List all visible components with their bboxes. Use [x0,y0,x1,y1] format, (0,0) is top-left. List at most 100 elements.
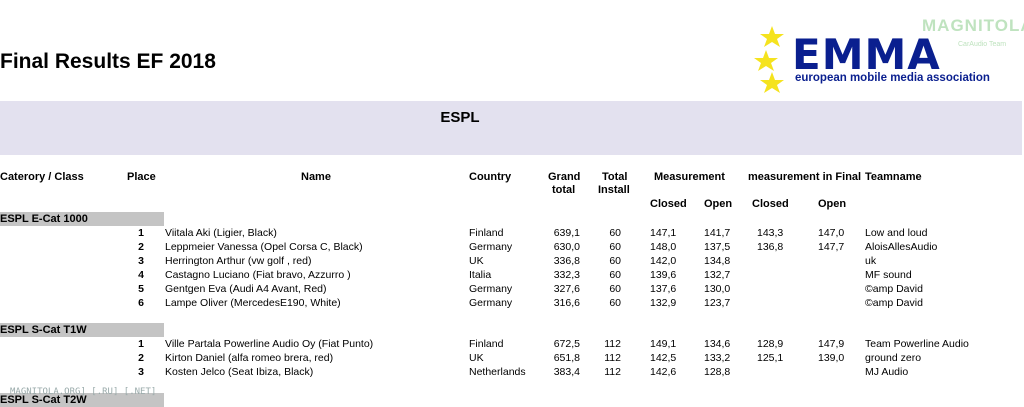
cell-country: Finland [469,338,504,350]
cell-install: 60 [609,297,621,309]
cell-grand-total: 332,3 [553,269,580,281]
cell-place: 1 [138,227,144,239]
cell-final-open: 147,0 [818,227,845,239]
table-row: 4 Castagno Luciano (Fiat bravo, Azzurro … [0,269,1024,283]
cell-place: 2 [138,241,144,253]
cell-final-closed: 143,3 [757,227,784,239]
cell-teamname: MJ Audio [865,366,909,378]
group-label: ESPL S-Cat T1W [0,323,164,337]
cell-install: 112 [604,352,621,364]
cell-name: Kirton Daniel (alfa romeo brera, red) [165,352,334,364]
header-grand-2: total [552,184,576,196]
cell-measure-closed: 142,5 [650,352,677,364]
cell-country: Germany [469,241,513,253]
cell-install: 60 [609,269,621,281]
cell-measure-closed: 142,6 [650,366,677,378]
cell-name: Viitala Aki (Ligier, Black) [165,227,277,239]
cell-place: 3 [138,366,144,378]
cell-country: UK [469,352,484,364]
cell-country: Germany [469,297,513,309]
cell-final-closed: 125,1 [757,352,784,364]
cell-final-open: 139,0 [818,352,845,364]
table-row: 3 Kosten Jelco (Seat Ibiza, Black) Nethe… [0,366,1024,380]
cell-install: 112 [604,338,621,350]
cell-measure-open: 132,7 [704,269,731,281]
stars-icon [754,26,784,93]
watermark-top-sub: CarAudio Team [958,41,1007,48]
cell-name: Castagno Luciano (Fiat bravo, Azzurro ) [165,269,351,281]
cell-measure-open: 123,7 [704,297,731,309]
header-final-closed: Closed [752,198,789,210]
table-row: 2 Leppmeier Vanessa (Opel Corsa C, Black… [0,241,1024,255]
cell-name: Kosten Jelco (Seat Ibiza, Black) [165,366,314,378]
cell-final-closed: 136,8 [757,241,784,253]
cell-measure-open: 128,8 [704,366,731,378]
cell-country: Netherlands [469,366,526,378]
cell-install: 60 [609,255,621,267]
table-row: 6 Lampe Oliver (MercedesE190, White) Ger… [0,297,1024,311]
cell-measure-open: 133,2 [704,352,731,364]
logo-subtitle: european mobile media association [795,72,990,84]
cell-grand-total: 672,5 [553,338,580,350]
header-closed: Closed [650,198,687,210]
cell-measure-open: 134,6 [704,338,731,350]
cell-place: 5 [138,283,144,295]
group-label: ESPL E-Cat 1000 [0,212,164,226]
cell-measure-open: 141,7 [704,227,731,239]
watermark-top: MAGNITOLA [922,16,1024,35]
cell-teamname: uk [865,255,877,267]
header-install-1: Total [602,171,628,183]
header-category: Caterory / Class [0,171,84,183]
cell-teamname: Team Powerline Audio [865,338,969,350]
cell-name: Leppmeier Vanessa (Opel Corsa C, Black) [165,241,363,253]
cell-teamname: ground zero [865,352,922,364]
cell-final-open: 147,7 [818,241,845,253]
table-row: 3 Herrington Arthur (vw golf , red) UK 3… [0,255,1024,269]
cell-teamname: ©amp David [865,297,923,309]
cell-place: 4 [138,269,144,281]
cell-measure-closed: 147,1 [650,227,677,239]
cell-teamname: ©amp David [865,283,923,295]
cell-grand-total: 639,1 [553,227,580,239]
cell-country: Finland [469,227,504,239]
cell-install: 60 [609,241,621,253]
page-title: Final Results EF 2018 [0,50,216,73]
header-place: Place [127,171,156,183]
cell-country: UK [469,255,484,267]
watermark-bottom: MAGNITOLA.ORG] [.RU] [.NET] [10,387,157,397]
cell-grand-total: 316,6 [553,297,580,309]
header-open: Open [704,198,733,210]
cell-grand-total: 630,0 [553,241,580,253]
cell-grand-total: 336,8 [553,255,580,267]
cell-install: 60 [609,283,621,295]
cell-place: 1 [138,338,144,350]
cell-install: 112 [604,366,621,378]
cell-place: 2 [138,352,144,364]
cell-measure-closed: 149,1 [650,338,677,350]
cell-name: Herrington Arthur (vw golf , red) [165,255,312,267]
cell-teamname: MF sound [865,269,912,281]
cell-install: 60 [609,227,621,239]
cell-final-open: 147,9 [818,338,845,350]
cell-measure-closed: 142,0 [650,255,677,267]
section-title: ESPL [440,109,480,126]
cell-grand-total: 651,8 [553,352,580,364]
cell-measure-closed: 137,6 [650,283,677,295]
cell-name: Gentgen Eva (Audi A4 Avant, Red) [165,283,327,295]
cell-teamname: AloisAllesAudio [865,241,938,253]
cell-country: Germany [469,283,513,295]
cell-measure-open: 130,0 [704,283,731,295]
header-final-open: Open [818,198,847,210]
cell-measure-closed: 132,9 [650,297,677,309]
cell-country: Italia [469,269,492,281]
cell-final-closed: 128,9 [757,338,784,350]
header-country: Country [469,171,512,183]
logo-wordmark: EMMA [792,30,941,79]
cell-measure-closed: 139,6 [650,269,677,281]
cell-measure-closed: 148,0 [650,241,677,253]
cell-name: Ville Partala Powerline Audio Oy (Fiat P… [165,338,374,350]
header-measurement: Measurement [654,171,725,183]
table-row: 2 Kirton Daniel (alfa romeo brera, red) … [0,352,1024,366]
table-row: 5 Gentgen Eva (Audi A4 Avant, Red) Germa… [0,283,1024,297]
cell-measure-open: 137,5 [704,241,731,253]
